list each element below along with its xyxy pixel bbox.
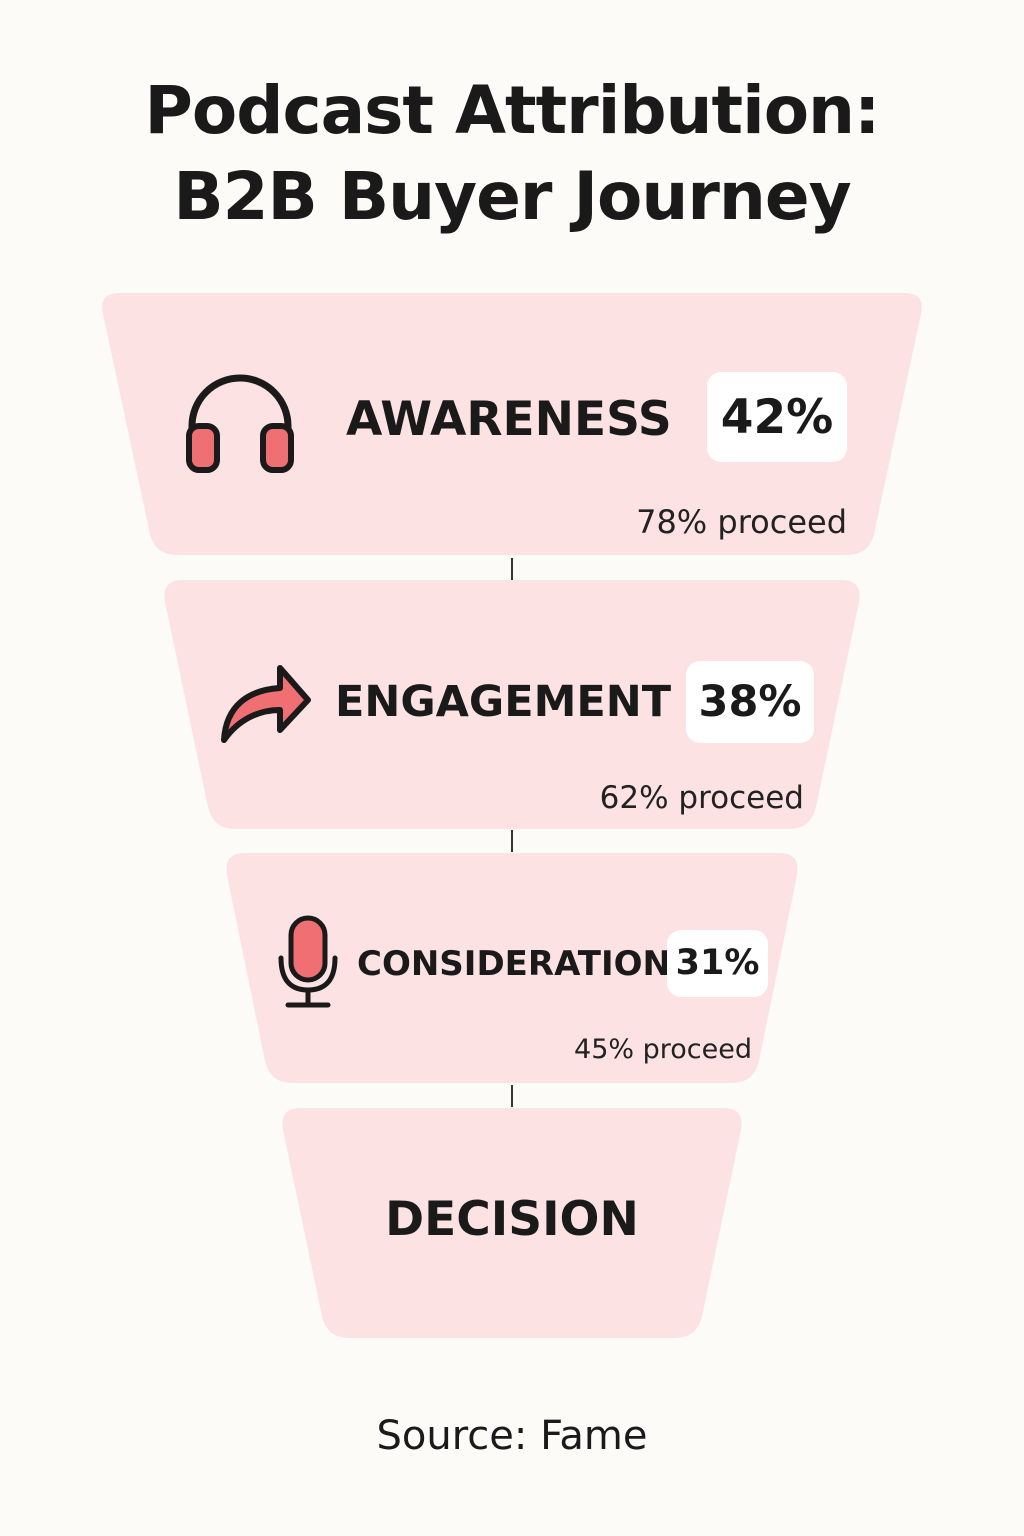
stage-percent-badge-consideration: 31% <box>667 930 768 997</box>
headphones-icon <box>186 374 294 473</box>
stage-label-awareness: AWARENESS <box>346 392 672 447</box>
stage-percent-badge-awareness: 42% <box>707 372 847 462</box>
stage-shape-engagement <box>164 580 860 829</box>
chart-title-line-1: Podcast Attribution: <box>144 72 881 149</box>
source-note: Source: Fame <box>376 1413 648 1459</box>
stage-percent-badge-engagement: 38% <box>686 661 814 743</box>
microphone-icon <box>278 915 338 1008</box>
stage-label-decision: DECISION <box>385 1192 639 1247</box>
stage-proceed-awareness: 78% proceed <box>636 503 847 541</box>
stage-proceed-engagement: 62% proceed <box>599 780 804 816</box>
stage-label-consideration: CONSIDERATION <box>357 944 671 984</box>
stage-shape-decision <box>282 1108 742 1338</box>
stage-shape-awareness <box>102 293 922 555</box>
share-arrow-icon <box>221 665 311 743</box>
chart-title-line-2: B2B Buyer Journey <box>173 158 851 235</box>
stage-shape-consideration <box>226 853 798 1083</box>
stage-proceed-consideration: 45% proceed <box>574 1034 752 1065</box>
stage-label-engagement: ENGAGEMENT <box>335 677 672 727</box>
